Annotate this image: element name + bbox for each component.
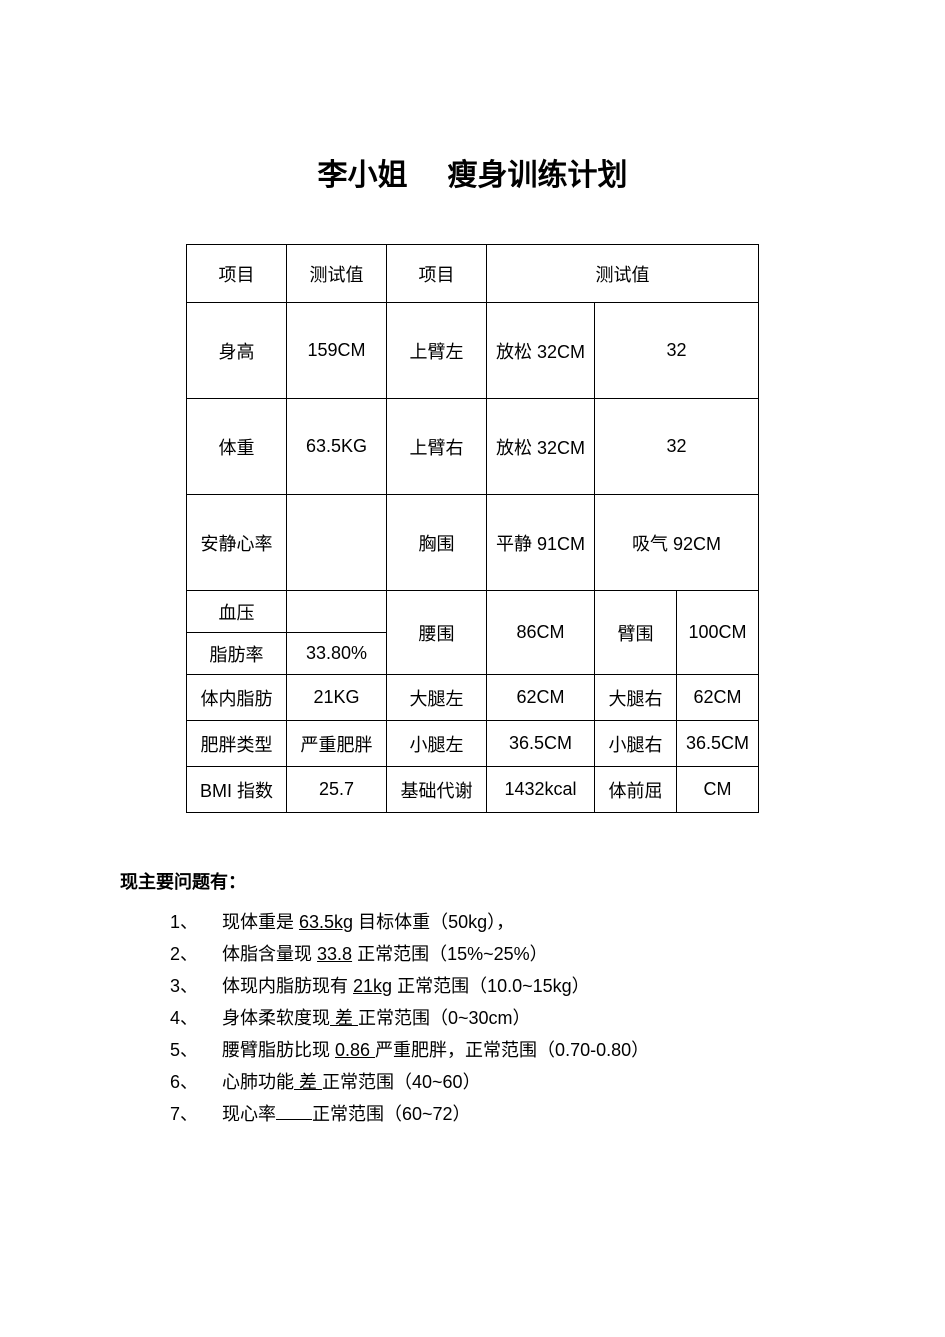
table-header-row: 项目 测试值 项目 测试值	[187, 245, 759, 303]
cell-label: 脂肪率	[187, 633, 287, 675]
issue-number: 5、	[170, 1034, 222, 1066]
issue-item: 4、身体柔软度现 差 正常范围（0~30cm）	[170, 1002, 825, 1034]
cell-label: 臂围	[595, 591, 677, 675]
header-value: 测试值	[287, 245, 387, 303]
cell-value: 放松 32CM	[487, 399, 595, 495]
cell-label: 上臂左	[387, 303, 487, 399]
issue-text: 身体柔软度现 差 正常范围（0~30cm）	[222, 1002, 531, 1034]
cell-label: 上臂右	[387, 399, 487, 495]
cell-label: 大腿右	[595, 675, 677, 721]
issue-item: 1、现体重是 63.5kg 目标体重（50kg），	[170, 906, 825, 938]
underlined-value: 差	[294, 1072, 322, 1092]
table-row: 安静心率 胸围 平静 91CM 吸气 92CM	[187, 495, 759, 591]
cell-label: 胸围	[387, 495, 487, 591]
cell-value: 62CM	[487, 675, 595, 721]
title-suffix: 瘦身训练计划	[448, 159, 628, 192]
header-item: 项目	[387, 245, 487, 303]
cell-value	[287, 495, 387, 591]
underlined-value: 差	[330, 1008, 358, 1028]
cell-value: 62CM	[677, 675, 759, 721]
cell-value: 1432kcal	[487, 767, 595, 813]
issue-item: 5、腰臂脂肪比现 0.86 严重肥胖，正常范围（0.70-0.80）	[170, 1034, 825, 1066]
cell-label: BMI 指数	[187, 767, 287, 813]
issue-number: 6、	[170, 1066, 222, 1098]
underlined-value: 21kg	[353, 976, 392, 996]
table-row: 体内脂肪 21KG 大腿左 62CM 大腿右 62CM	[187, 675, 759, 721]
cell-label: 体重	[187, 399, 287, 495]
cell-value: CM	[677, 767, 759, 813]
issue-text: 现体重是 63.5kg 目标体重（50kg），	[222, 906, 514, 938]
header-item: 项目	[187, 245, 287, 303]
cell-value: 100CM	[677, 591, 759, 675]
cell-value: 63.5KG	[287, 399, 387, 495]
cell-label: 身高	[187, 303, 287, 399]
cell-value: 21KG	[287, 675, 387, 721]
cell-label: 肥胖类型	[187, 721, 287, 767]
cell-value	[287, 591, 387, 633]
issue-number: 7、	[170, 1098, 222, 1130]
table-row: 身高 159CM 上臂左 放松 32CM 32	[187, 303, 759, 399]
cell-value: 159CM	[287, 303, 387, 399]
issue-number: 2、	[170, 938, 222, 970]
issue-item: 7、现心率正常范围（60~72）	[170, 1098, 825, 1130]
cell-value: 32	[595, 399, 759, 495]
cell-value: 36.5CM	[487, 721, 595, 767]
issue-number: 1、	[170, 906, 222, 938]
issues-list: 1、现体重是 63.5kg 目标体重（50kg），2、体脂含量现 33.8 正常…	[170, 906, 825, 1130]
issue-number: 4、	[170, 1002, 222, 1034]
issue-text: 体脂含量现 33.8 正常范围（15%~25%）	[222, 938, 548, 970]
cell-value: 严重肥胖	[287, 721, 387, 767]
underlined-value: 0.86	[335, 1040, 375, 1060]
issue-text: 心肺功能 差 正常范围（40~60）	[222, 1066, 481, 1098]
header-value: 测试值	[487, 245, 759, 303]
issue-item: 2、体脂含量现 33.8 正常范围（15%~25%）	[170, 938, 825, 970]
issue-text: 腰臂脂肪比现 0.86 严重肥胖，正常范围（0.70-0.80）	[222, 1034, 649, 1066]
table-row: 血压 腰围 86CM 臂围 100CM	[187, 591, 759, 633]
underlined-value: 33.8	[317, 944, 352, 964]
cell-label: 体内脂肪	[187, 675, 287, 721]
cell-label: 小腿右	[595, 721, 677, 767]
cell-value: 33.80%	[287, 633, 387, 675]
title-name: 李小姐	[318, 159, 408, 192]
cell-label: 体前屈	[595, 767, 677, 813]
cell-value: 36.5CM	[677, 721, 759, 767]
issue-text: 体现内脂肪现有 21kg 正常范围（10.0~15kg）	[222, 970, 590, 1002]
table-row: 肥胖类型 严重肥胖 小腿左 36.5CM 小腿右 36.5CM	[187, 721, 759, 767]
blank-underline	[276, 1102, 312, 1120]
table-row: BMI 指数 25.7 基础代谢 1432kcal 体前屈 CM	[187, 767, 759, 813]
cell-value: 放松 32CM	[487, 303, 595, 399]
cell-label: 大腿左	[387, 675, 487, 721]
cell-value: 86CM	[487, 591, 595, 675]
cell-label: 腰围	[387, 591, 487, 675]
underlined-value: 63.5kg	[299, 912, 353, 932]
table-row: 体重 63.5KG 上臂右 放松 32CM 32	[187, 399, 759, 495]
issue-number: 3、	[170, 970, 222, 1002]
issue-item: 3、体现内脂肪现有 21kg 正常范围（10.0~15kg）	[170, 970, 825, 1002]
measurement-table: 项目 测试值 项目 测试值 身高 159CM 上臂左 放松 32CM 32 体重…	[186, 244, 759, 813]
cell-label: 安静心率	[187, 495, 287, 591]
issue-item: 6、心肺功能 差 正常范围（40~60）	[170, 1066, 825, 1098]
cell-value: 25.7	[287, 767, 387, 813]
cell-label: 小腿左	[387, 721, 487, 767]
cell-value: 32	[595, 303, 759, 399]
issue-text: 现心率正常范围（60~72）	[222, 1098, 471, 1130]
cell-label: 血压	[187, 591, 287, 633]
issues-title: 现主要问题有：	[120, 868, 825, 894]
cell-label: 基础代谢	[387, 767, 487, 813]
cell-value: 吸气 92CM	[595, 495, 759, 591]
document-title: 李小姐 瘦身训练计划	[120, 150, 825, 194]
cell-value: 平静 91CM	[487, 495, 595, 591]
